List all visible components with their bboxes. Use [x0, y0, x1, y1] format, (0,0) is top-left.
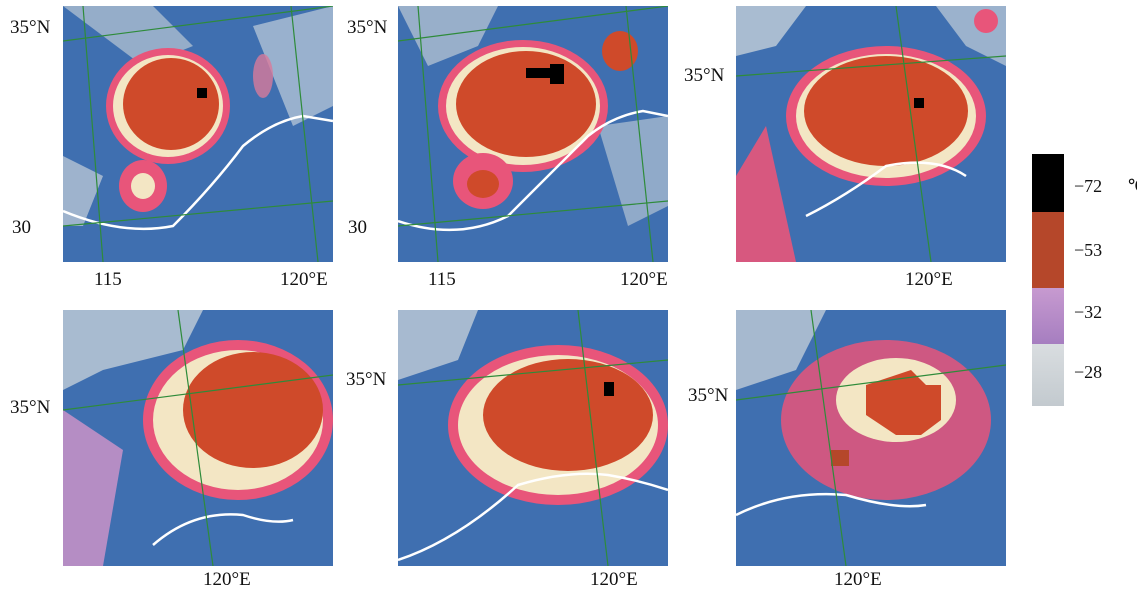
cloud-top-map-3	[736, 6, 1006, 262]
legend-swatch	[1032, 154, 1064, 212]
lon-label: 120°E	[590, 569, 638, 590]
legend-unit: ℃	[1128, 176, 1137, 197]
cloud-top-map-2	[398, 6, 668, 262]
lon-label: 120°E	[620, 269, 668, 290]
lat-label: 35°N	[346, 369, 387, 390]
map-panel-3	[736, 6, 1006, 262]
lat-label: 35°N	[688, 385, 729, 406]
legend-label: −72	[1074, 176, 1103, 196]
legend-label: −32	[1074, 302, 1103, 322]
lon-label: 120°E	[905, 269, 953, 290]
map-panel-2	[398, 6, 668, 262]
legend-swatch	[1032, 344, 1064, 406]
lat-label: 35°N	[10, 17, 51, 38]
legend-label: −28	[1074, 362, 1103, 382]
cloud-top-map-6	[736, 310, 1006, 566]
cloud-top-map-1	[63, 6, 333, 262]
map-panel-4	[63, 310, 333, 566]
lon-label: 120°E	[203, 569, 251, 590]
lat-label: 35°N	[10, 397, 51, 418]
legend-swatch	[1032, 288, 1064, 344]
lat-label: 35°N	[684, 65, 725, 86]
lon-label: 115	[428, 269, 456, 290]
lon-label: 115	[94, 269, 122, 290]
lat-label: 30	[348, 217, 367, 238]
legend-swatch	[1032, 212, 1064, 288]
lat-label: 35°N	[347, 17, 388, 38]
map-panel-5	[398, 310, 668, 566]
colorbar-legend	[1032, 154, 1064, 406]
lat-label: 30	[12, 217, 31, 238]
map-panel-6	[736, 310, 1006, 566]
lon-label: 120°E	[834, 569, 882, 590]
cloud-top-map-4	[63, 310, 333, 566]
lon-label: 120°E	[280, 269, 328, 290]
cloud-top-map-5	[398, 310, 668, 566]
legend-label: −53	[1074, 240, 1103, 260]
map-panel-1	[63, 6, 333, 262]
